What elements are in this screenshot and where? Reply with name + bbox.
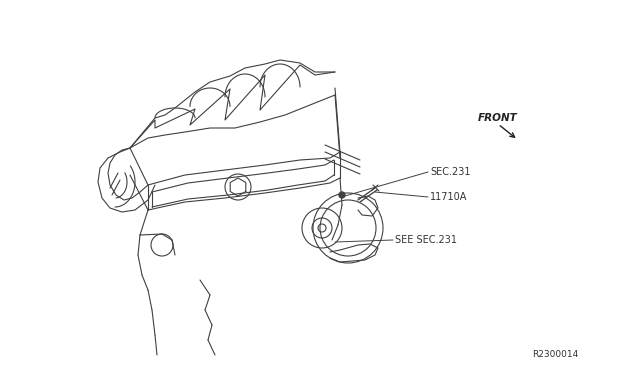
- Text: FRONT: FRONT: [478, 113, 518, 123]
- Text: SEC.231: SEC.231: [430, 167, 470, 177]
- Text: 11710A: 11710A: [430, 192, 467, 202]
- Text: R2300014: R2300014: [532, 350, 579, 359]
- Circle shape: [339, 192, 345, 198]
- Text: SEE SEC.231: SEE SEC.231: [395, 235, 457, 245]
